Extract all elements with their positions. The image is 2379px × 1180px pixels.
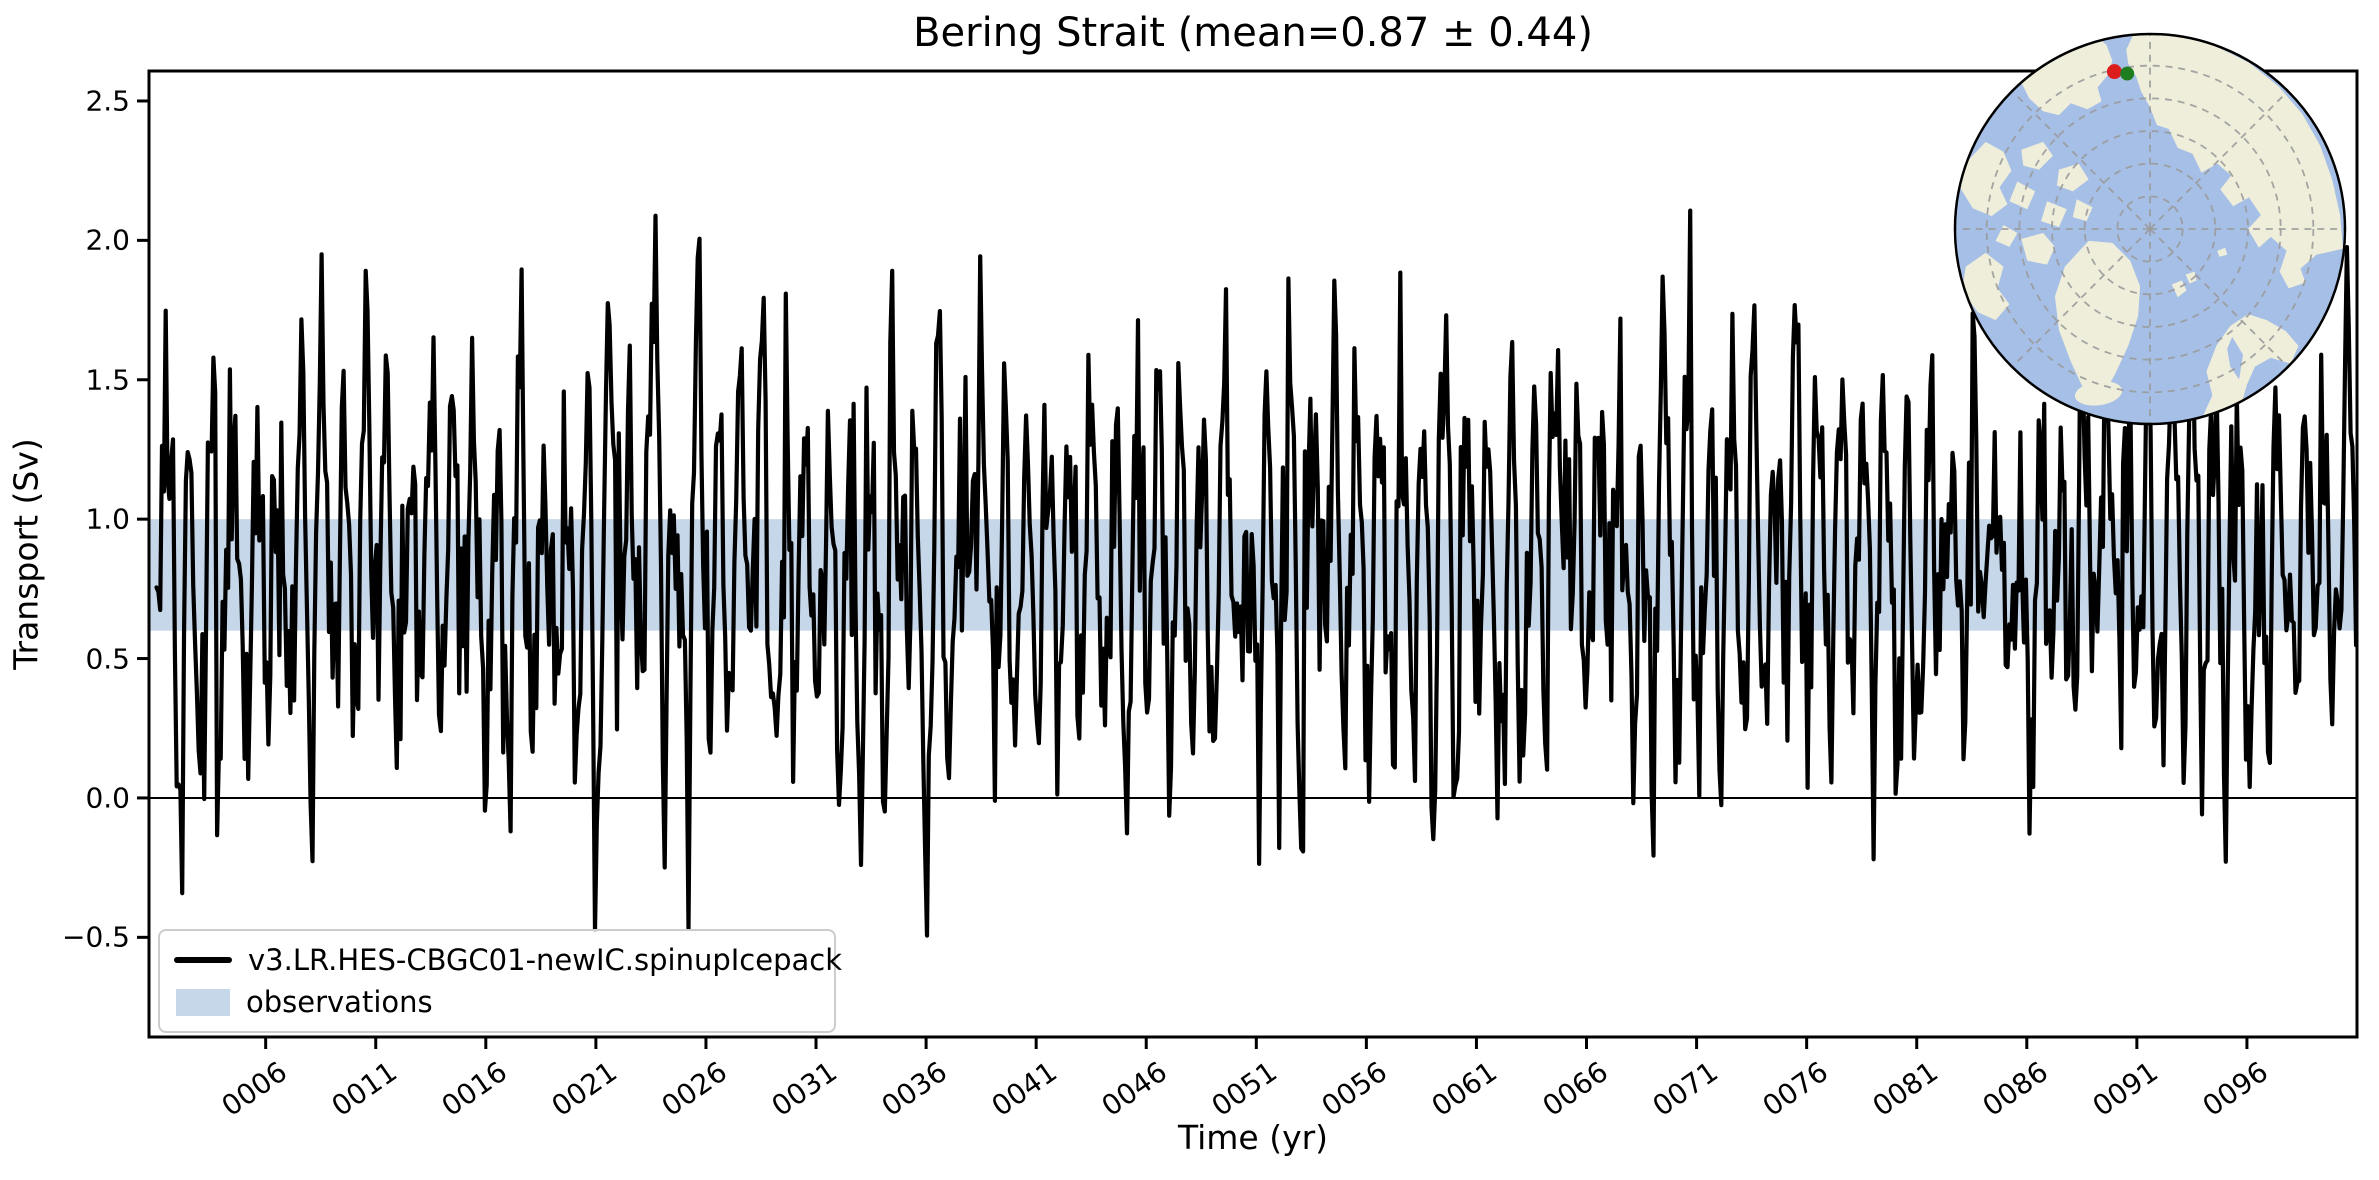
axes-ticks [137, 99, 2249, 1049]
y-tick-label: 2.0 [85, 223, 130, 257]
legend-label-observations: observations [246, 985, 433, 1019]
land-novaya-zemlya [2261, 166, 2299, 226]
map-graticule [1955, 34, 2345, 424]
land-svalbard-2 [2185, 271, 2197, 284]
legend-label-model: v3.LR.HES-CBGC01-newIC.spinupIcepack [248, 943, 843, 977]
x-axis-label: Time (yr) [1177, 1118, 1329, 1157]
plot-title: Bering Strait (mean=0.87 ± 0.44) [913, 10, 1593, 56]
land-siberia [2126, 34, 2344, 289]
y-tick-label: 0.0 [85, 781, 130, 815]
model-line-swatch [174, 957, 232, 963]
y-tick-label: 1.0 [85, 502, 130, 536]
land-canada-island-5 [2072, 199, 2093, 222]
land-canada-island-1 [2021, 141, 2053, 170]
map-border-circle [1953, 32, 2347, 426]
land-canada-island-6 [2021, 232, 2055, 265]
arctic-inset-map [1953, 32, 2347, 426]
model-section-marker [2106, 64, 2122, 80]
observations-patch-swatch [176, 988, 230, 1016]
y-tick-label: 1.5 [85, 363, 130, 397]
land-franz-josef [2217, 247, 2228, 257]
obs-location-marker [2120, 66, 2135, 81]
land-wrangel [2150, 71, 2164, 83]
axes-spines [147, 69, 2359, 1039]
land-canada-mainland [1959, 141, 2012, 217]
y-tick-label: 2.5 [85, 84, 130, 118]
land-scandinavia [2201, 314, 2299, 423]
gulf-of-bothnia [2227, 336, 2244, 380]
y-axis-label: Transport (Sv) [6, 438, 46, 670]
model-line-path [154, 208, 2357, 938]
land-alaska [2021, 35, 2113, 116]
land-canada-island-7 [1995, 225, 2018, 247]
map-land-group [1959, 34, 2344, 423]
legend-box: v3.LR.HES-CBGC01-newIC.spinupIcepack obs… [158, 929, 842, 1033]
land-canada-island-3 [2009, 181, 2036, 210]
land-greenland [2054, 240, 2141, 400]
legend-entry-model: v3.LR.HES-CBGC01-newIC.spinupIcepack [174, 939, 842, 981]
land-canada-island-2 [2056, 163, 2089, 192]
legend-entry-observations: observations [174, 981, 820, 1023]
land-labrador [1961, 252, 2010, 321]
y-tick-label: −0.5 [62, 920, 130, 954]
y-tick-label: 0.5 [85, 642, 130, 676]
